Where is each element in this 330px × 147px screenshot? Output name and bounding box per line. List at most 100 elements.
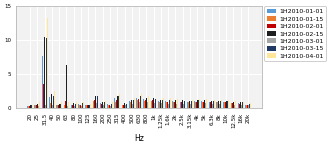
Bar xyxy=(182,100,183,108)
Bar xyxy=(241,105,242,108)
Bar xyxy=(145,100,146,108)
Bar xyxy=(105,101,106,108)
Bar xyxy=(100,103,101,108)
Bar xyxy=(189,101,190,108)
Bar xyxy=(245,105,246,108)
Bar xyxy=(137,100,138,108)
Bar xyxy=(134,98,135,108)
Bar xyxy=(150,100,151,108)
Bar xyxy=(169,100,170,108)
Bar xyxy=(67,106,68,108)
Bar xyxy=(205,103,206,108)
Bar xyxy=(32,105,33,108)
Bar xyxy=(249,104,250,108)
Bar xyxy=(36,105,37,108)
Bar xyxy=(153,98,154,108)
Bar xyxy=(151,101,152,108)
Bar xyxy=(123,105,124,108)
Bar xyxy=(124,103,125,108)
Bar xyxy=(65,101,66,108)
Bar xyxy=(232,103,233,108)
Bar xyxy=(239,104,240,108)
Bar xyxy=(110,103,111,108)
Bar xyxy=(242,102,243,108)
Bar xyxy=(35,105,36,108)
Bar xyxy=(53,96,54,108)
Bar xyxy=(226,101,227,108)
Bar xyxy=(191,101,192,108)
Bar xyxy=(54,91,55,108)
Bar xyxy=(56,105,57,108)
Bar xyxy=(158,101,159,108)
Bar xyxy=(209,102,210,108)
Bar xyxy=(146,98,147,108)
Bar xyxy=(195,102,196,108)
Bar xyxy=(88,105,89,108)
Bar xyxy=(82,103,83,108)
Bar xyxy=(223,102,224,108)
Bar xyxy=(139,96,140,108)
Bar xyxy=(243,102,244,108)
Bar xyxy=(61,102,62,108)
Bar xyxy=(147,102,148,108)
Bar xyxy=(225,102,226,108)
Bar xyxy=(63,86,64,108)
Bar xyxy=(27,106,28,108)
Bar xyxy=(72,105,73,108)
Bar xyxy=(45,105,46,108)
Bar xyxy=(79,105,80,108)
Bar xyxy=(159,102,160,108)
Bar xyxy=(197,100,198,108)
Bar xyxy=(177,100,178,108)
Bar xyxy=(176,104,177,108)
Bar xyxy=(125,105,126,108)
Bar xyxy=(49,97,50,108)
Bar xyxy=(94,100,95,108)
Bar xyxy=(86,105,87,108)
Bar xyxy=(141,94,142,108)
Bar xyxy=(247,105,248,108)
Bar xyxy=(138,99,139,108)
Bar xyxy=(68,68,69,108)
Bar xyxy=(163,98,164,108)
Bar xyxy=(34,105,35,108)
Bar xyxy=(47,18,48,108)
Bar xyxy=(101,103,102,108)
Bar xyxy=(192,100,193,108)
Bar xyxy=(116,100,117,108)
Bar xyxy=(44,37,45,108)
Bar xyxy=(114,98,115,108)
Bar xyxy=(66,65,67,108)
Bar xyxy=(46,38,47,108)
Bar xyxy=(173,102,174,108)
Bar xyxy=(167,102,168,108)
Bar xyxy=(216,102,217,108)
Bar xyxy=(97,96,98,108)
Bar xyxy=(221,100,222,108)
Bar xyxy=(71,105,72,108)
Bar xyxy=(165,101,166,108)
Bar xyxy=(51,94,52,108)
Bar xyxy=(83,102,84,108)
Bar xyxy=(92,98,93,108)
Bar xyxy=(119,94,120,108)
Bar xyxy=(108,105,109,108)
Bar xyxy=(80,105,81,108)
Bar xyxy=(102,102,103,108)
Bar xyxy=(198,100,199,108)
Bar xyxy=(227,101,228,108)
Bar xyxy=(194,101,195,108)
Bar xyxy=(184,101,185,108)
Bar xyxy=(121,104,122,108)
Bar xyxy=(220,101,221,108)
Bar xyxy=(42,56,43,108)
Bar xyxy=(59,104,60,108)
Bar xyxy=(154,103,155,108)
Bar xyxy=(160,100,161,108)
Bar xyxy=(50,100,51,108)
Bar xyxy=(228,100,229,108)
Bar xyxy=(161,103,162,108)
Bar xyxy=(107,104,108,108)
Bar xyxy=(210,102,211,108)
Bar xyxy=(213,101,214,108)
